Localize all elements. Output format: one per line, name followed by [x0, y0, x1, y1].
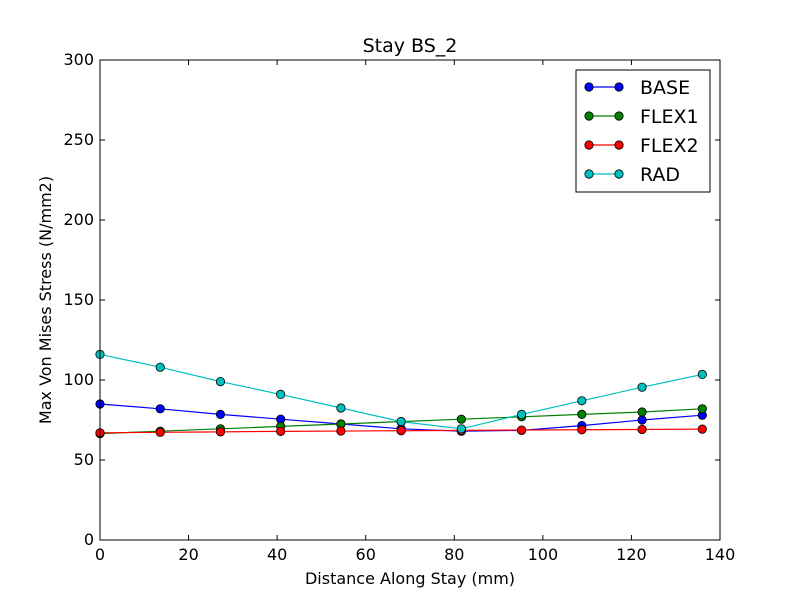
axis-ticks: 0 20 40 60 80 100 120 140 0 50 100 150 200 250 300	[63, 50, 735, 564]
data-point-rad	[637, 382, 647, 392]
y-tick-label: 250	[63, 130, 94, 149]
data-point-rad	[516, 409, 527, 419]
legend-box	[575, 69, 711, 193]
y-tick-label: 300	[63, 50, 94, 69]
x-tick-label: 80	[444, 545, 464, 564]
x-tick-label: 60	[356, 545, 376, 564]
data-point-flex1	[577, 409, 587, 419]
legend-marker-rad	[584, 169, 594, 179]
legend-marker-flex2	[584, 140, 594, 150]
x-tick-label: 0	[95, 545, 105, 564]
y-tick-label: 200	[63, 210, 94, 229]
legend-marker-base	[614, 82, 624, 92]
y-tick-label: 50	[74, 450, 94, 469]
x-tick-label: 40	[267, 545, 287, 564]
data-point-flex2	[215, 427, 226, 437]
y-tick-label: 150	[63, 290, 94, 309]
data-point-flex2	[276, 426, 286, 436]
legend-marker-rad	[614, 169, 624, 179]
legend-label-flex2: FLEX2	[640, 135, 699, 157]
legend-marker-flex1	[614, 111, 624, 121]
data-point-flex1	[697, 404, 707, 414]
data-point-rad	[396, 416, 406, 427]
x-tick-label: 120	[616, 545, 647, 564]
x-tick-label: 100	[528, 545, 559, 564]
legend-label-base: BASE	[640, 77, 690, 99]
chart-title: Stay BS_2	[363, 35, 458, 57]
legend: BASE FLEX1 FLEX2 RAD	[575, 69, 711, 193]
data-point-flex2	[155, 427, 165, 437]
data-point-base	[215, 409, 226, 419]
data-point-base	[155, 404, 165, 414]
x-tick-label: 20	[178, 545, 198, 564]
y-tick-label: 0	[84, 530, 94, 549]
data-point-base	[637, 415, 647, 425]
x-axis-label: Distance Along Stay (mm)	[305, 569, 515, 588]
data-point-flex1	[637, 407, 647, 417]
x-tick-label: 140	[705, 545, 736, 564]
data-point-flex2	[396, 426, 406, 436]
plot-frame	[99, 59, 721, 541]
data-point-rad	[155, 362, 165, 372]
data-point-flex2	[697, 424, 707, 434]
data-point-flex2	[516, 425, 527, 435]
y-tick-label: 100	[63, 370, 94, 389]
legend-marker-flex2	[614, 140, 624, 150]
data-point-rad	[215, 376, 226, 387]
data-point-flex2	[577, 425, 587, 435]
data-point-flex2	[336, 426, 346, 436]
legend-label-flex1: FLEX1	[640, 106, 699, 128]
data-point-rad	[577, 396, 587, 406]
data-point-rad	[697, 369, 707, 379]
data-point-rad	[456, 424, 466, 434]
legend-label-rad: RAD	[640, 164, 680, 186]
legend-marker-flex1	[584, 111, 594, 121]
series-rad	[95, 349, 707, 434]
legend-marker-base	[584, 82, 594, 92]
y-axis-label: Max Von Mises Stress (N/mm2)	[36, 176, 55, 424]
data-point-rad	[336, 403, 346, 413]
data-point-flex2	[637, 424, 647, 435]
series-layer	[95, 349, 707, 439]
data-point-flex1	[456, 414, 466, 424]
data-point-rad	[276, 389, 286, 399]
